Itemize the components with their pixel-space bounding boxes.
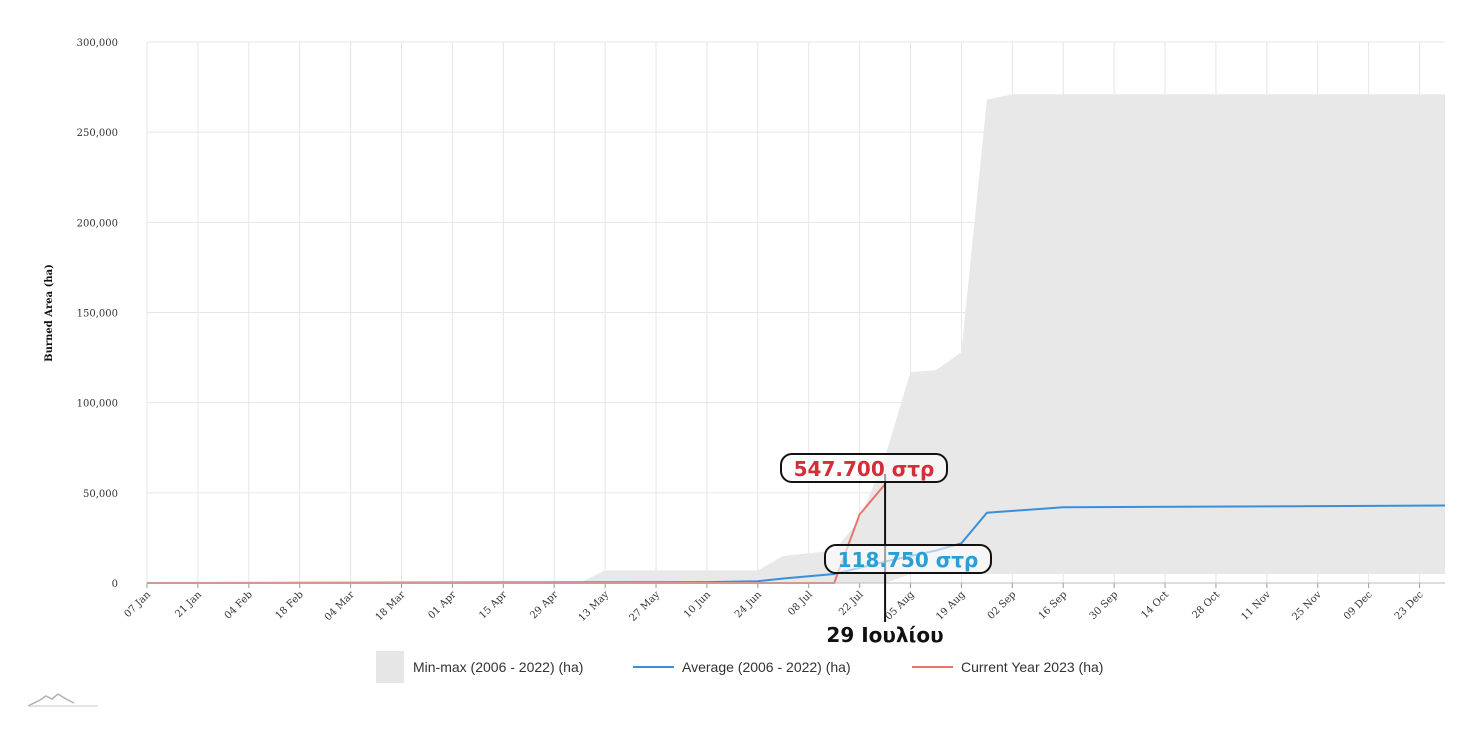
x-tick-label: 29 Apr	[528, 589, 560, 621]
x-tick-label: 02 Sep	[986, 589, 1019, 622]
y-tick-label: 100,000	[77, 399, 118, 410]
legend-item[interactable]: Min-max (2006 - 2022) (ha)	[376, 651, 583, 683]
y-tick-label: 50,000	[83, 489, 118, 500]
legend-item[interactable]: Current Year 2023 (ha)	[912, 659, 1103, 675]
x-tick-label: 05 Aug	[883, 589, 917, 623]
legend-swatch	[376, 651, 404, 683]
x-tick-label: 15 Apr	[477, 589, 509, 621]
x-tick-label: 01 Apr	[426, 589, 458, 621]
x-tick-label: 23 Dec	[1393, 589, 1426, 622]
x-axis: 07 Jan 21 Jan 04 Feb 18 Feb 04 Mar 18 Mar 01 A…	[122, 582, 1445, 624]
x-tick-label: 16 Sep	[1037, 589, 1070, 622]
y-tick-label: 0	[112, 579, 118, 590]
x-tick-label: 14 Oct	[1140, 589, 1172, 621]
legend-label: Current Year 2023 (ha)	[961, 659, 1103, 675]
x-tick-label: 04 Feb	[223, 589, 255, 621]
x-tick-label: 08 Jul	[786, 589, 815, 618]
x-tick-label: 30 Sep	[1088, 589, 1121, 622]
x-tick-label: 18 Mar	[374, 589, 408, 623]
min-max-band	[147, 94, 1445, 584]
x-tick-label: 07 Jan	[122, 589, 153, 620]
x-tick-label: 13 May	[577, 589, 612, 624]
annotation-current-value-box	[780, 453, 948, 483]
x-tick-label: 04 Mar	[323, 589, 357, 623]
y-axis-label: Burned Area (ha)	[44, 264, 55, 362]
x-tick-label: 10 Jun	[682, 589, 713, 620]
annotation-average-value-label: 118.750 στρ	[838, 548, 979, 572]
x-tick-label: 18 Feb	[274, 589, 306, 621]
legend-label: Average (2006 - 2022) (ha)	[682, 659, 851, 675]
y-tick-label: 250,000	[77, 128, 118, 139]
y-tick-label: 150,000	[77, 309, 118, 320]
y-tick-label: 200,000	[77, 218, 118, 229]
legend-label: Min-max (2006 - 2022) (ha)	[413, 659, 583, 675]
x-tick-label: 19 Aug	[934, 589, 968, 623]
x-tick-label: 22 Jul	[837, 589, 866, 618]
x-tick-label: 09 Dec	[1342, 589, 1375, 622]
legend[interactable]: Min-max (2006 - 2022) (ha) Average (2006 …	[376, 651, 1103, 683]
x-tick-label: 24 Jun	[733, 589, 764, 620]
series-min-max-area	[147, 94, 1445, 584]
legend-item[interactable]: Average (2006 - 2022) (ha)	[633, 659, 851, 675]
x-tick-label: 27 May	[628, 589, 663, 624]
x-tick-label: 11 Nov	[1239, 589, 1273, 623]
annotation-date-label: 29 Ιουλίου	[826, 623, 943, 647]
y-tick-label: 300,000	[77, 38, 118, 49]
x-tick-label: 21 Jan	[173, 589, 204, 620]
y-axis: 0 50,000 100,000 150,000 200,000 250,000 300,0…	[77, 38, 118, 590]
annotation-average-value-box	[824, 544, 992, 574]
x-tick-label: 28 Oct	[1190, 589, 1222, 621]
x-tick-label: 25 Nov	[1290, 589, 1324, 623]
annotation-current-value-label: 547.700 στρ	[794, 457, 935, 481]
mountain-logo-icon	[27, 693, 98, 707]
annotations: 547.700 στρ 118.750 στρ 29 Ιουλίου	[780, 453, 992, 647]
